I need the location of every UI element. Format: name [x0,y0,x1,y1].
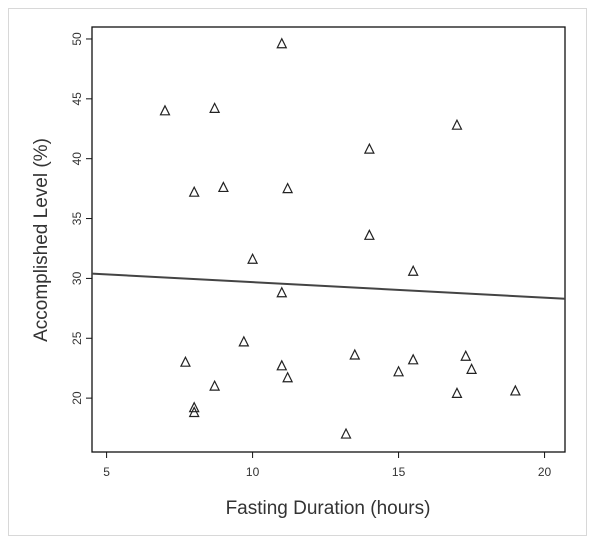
x-tick-label: 10 [246,465,260,479]
figure-frame [8,8,587,536]
data-point [282,371,294,383]
trendline [91,272,566,300]
data-point [159,104,171,116]
data-point [247,252,259,264]
y-axis-title: Accomplished Level (%) [31,138,52,342]
data-point [276,359,288,371]
data-point [460,349,472,361]
y-tick-label: 35 [70,212,84,226]
data-point [282,182,294,194]
data-point [466,363,478,374]
data-point [188,185,200,197]
x-tick-label: 15 [392,465,406,479]
data-point [188,406,200,418]
y-tick-label: 20 [70,391,84,405]
y-tick-label: 40 [70,152,84,166]
x-axis-title: Fasting Duration (hours) [226,498,431,519]
data-point [363,228,375,240]
y-tick-label: 45 [70,92,84,106]
data-point [407,353,419,365]
x-axis: 5 10 15 20 [103,452,552,479]
plot-area [91,26,566,453]
data-point [276,37,288,49]
data-point [393,365,405,377]
data-point [349,348,361,360]
y-tick-label: 25 [70,331,84,345]
data-point [217,181,229,193]
data-point [363,142,375,154]
data-point [276,286,288,298]
data-point [209,379,221,391]
data-point [407,264,419,276]
data-point [209,102,221,114]
data-point [451,386,463,398]
trendline-group [91,272,566,300]
data-point [238,335,250,347]
x-tick-label: 20 [538,465,552,479]
data-point [179,355,191,367]
data-point [340,427,352,439]
data-points [159,37,521,439]
data-point [188,401,200,413]
y-tick-label: 30 [70,271,84,285]
y-tick-label: 50 [70,32,84,46]
x-tick-label: 5 [103,465,110,479]
data-point [451,118,463,130]
data-point [509,384,521,396]
y-axis: 20 25 30 35 40 45 50 [70,32,92,405]
